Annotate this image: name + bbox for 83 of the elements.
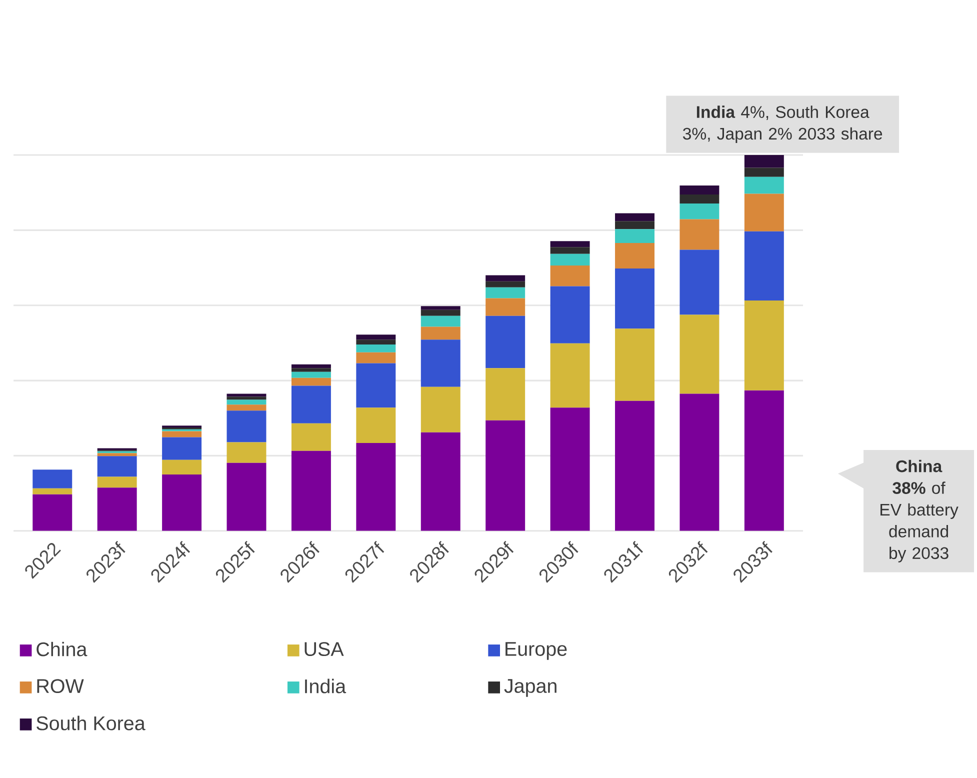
bar bbox=[680, 186, 720, 195]
bar bbox=[291, 372, 331, 378]
bar bbox=[97, 476, 137, 488]
legend-label: Japan bbox=[504, 679, 556, 698]
bar bbox=[32, 494, 72, 532]
bar bbox=[680, 394, 720, 532]
bar bbox=[486, 288, 526, 298]
bar bbox=[550, 241, 590, 248]
bar bbox=[615, 221, 654, 230]
bar bbox=[226, 396, 266, 400]
bar bbox=[420, 432, 460, 532]
bar bbox=[615, 213, 654, 222]
legend-label: India bbox=[305, 679, 346, 694]
bar bbox=[615, 268, 654, 329]
legend-label: ROW bbox=[37, 679, 84, 694]
legend-label: Europe bbox=[506, 642, 567, 660]
bar bbox=[550, 344, 590, 408]
bar bbox=[356, 344, 396, 353]
bar bbox=[291, 364, 331, 368]
bar bbox=[550, 247, 590, 254]
bar bbox=[420, 387, 460, 433]
bar bbox=[615, 328, 654, 402]
bar bbox=[420, 306, 460, 310]
bar bbox=[97, 456, 137, 477]
bar bbox=[744, 155, 784, 168]
bar bbox=[550, 254, 590, 266]
bar bbox=[744, 168, 784, 178]
bar bbox=[486, 316, 526, 368]
bar bbox=[680, 219, 720, 250]
bar bbox=[291, 368, 331, 372]
bar bbox=[744, 300, 784, 391]
bar bbox=[486, 282, 526, 288]
bar bbox=[356, 340, 396, 345]
bar bbox=[162, 438, 202, 460]
bar bbox=[420, 310, 460, 316]
bar bbox=[356, 352, 396, 364]
bar bbox=[744, 177, 784, 194]
bar bbox=[744, 232, 784, 301]
bar bbox=[680, 204, 720, 220]
bar bbox=[356, 408, 396, 444]
bar bbox=[550, 266, 590, 286]
bar bbox=[226, 410, 266, 442]
bar bbox=[486, 420, 526, 532]
bar bbox=[680, 314, 720, 394]
bar bbox=[356, 363, 396, 408]
text: India 4%, South Korea 3%, Japan 2% 2033 share bbox=[683, 106, 882, 144]
text: China 38% of EV battery demand by 2033 bbox=[880, 460, 958, 563]
bar bbox=[291, 424, 331, 452]
bar bbox=[420, 340, 460, 388]
bar bbox=[32, 470, 72, 489]
bar bbox=[615, 243, 654, 269]
bar bbox=[486, 298, 526, 316]
bar bbox=[226, 463, 266, 532]
bar bbox=[420, 326, 460, 340]
bar bbox=[162, 474, 202, 532]
bar bbox=[226, 404, 266, 411]
bar bbox=[615, 401, 654, 532]
bar bbox=[226, 400, 266, 405]
bar bbox=[291, 386, 331, 424]
bar bbox=[162, 460, 202, 475]
bar bbox=[486, 368, 526, 421]
bar bbox=[291, 451, 331, 532]
bar bbox=[97, 453, 137, 456]
bar bbox=[615, 229, 654, 244]
bar bbox=[226, 394, 266, 397]
bar bbox=[162, 431, 202, 438]
bar bbox=[744, 390, 784, 532]
bar bbox=[680, 250, 720, 315]
legend-label: USA bbox=[304, 642, 344, 656]
bar bbox=[744, 194, 784, 232]
legend-label: China bbox=[36, 642, 88, 657]
bar bbox=[226, 442, 266, 464]
legend-label: South Korea bbox=[36, 716, 146, 730]
bar bbox=[420, 316, 460, 327]
bar bbox=[550, 286, 590, 344]
bar bbox=[550, 408, 590, 532]
bar bbox=[356, 443, 396, 532]
bar bbox=[32, 488, 72, 495]
bar bbox=[291, 378, 331, 386]
bar bbox=[97, 488, 137, 532]
bar bbox=[680, 194, 720, 204]
bar bbox=[356, 334, 396, 340]
bar bbox=[486, 275, 526, 282]
